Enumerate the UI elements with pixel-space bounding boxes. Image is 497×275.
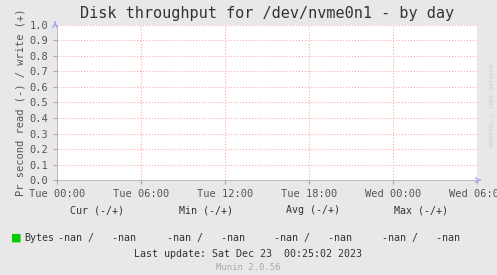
Text: -nan /   -nan: -nan / -nan (383, 233, 460, 243)
Text: RRDTOOL / TOBI OETIKER: RRDTOOL / TOBI OETIKER (490, 63, 495, 146)
Text: Cur (-/+): Cur (-/+) (70, 205, 124, 215)
Text: Last update: Sat Dec 23  00:25:02 2023: Last update: Sat Dec 23 00:25:02 2023 (135, 249, 362, 259)
Text: ■: ■ (11, 233, 21, 243)
Text: Max (-/+): Max (-/+) (395, 205, 448, 215)
Text: -nan /   -nan: -nan / -nan (58, 233, 136, 243)
Text: Munin 2.0.56: Munin 2.0.56 (216, 263, 281, 272)
Text: Bytes: Bytes (24, 233, 54, 243)
Text: Min (-/+): Min (-/+) (179, 205, 233, 215)
Text: Avg (-/+): Avg (-/+) (286, 205, 340, 215)
Y-axis label: Pr second read (-) / write (+): Pr second read (-) / write (+) (15, 9, 25, 196)
Title: Disk throughput for /dev/nvme0n1 - by day: Disk throughput for /dev/nvme0n1 - by da… (80, 6, 454, 21)
Text: -nan /   -nan: -nan / -nan (167, 233, 245, 243)
Text: -nan /   -nan: -nan / -nan (274, 233, 352, 243)
